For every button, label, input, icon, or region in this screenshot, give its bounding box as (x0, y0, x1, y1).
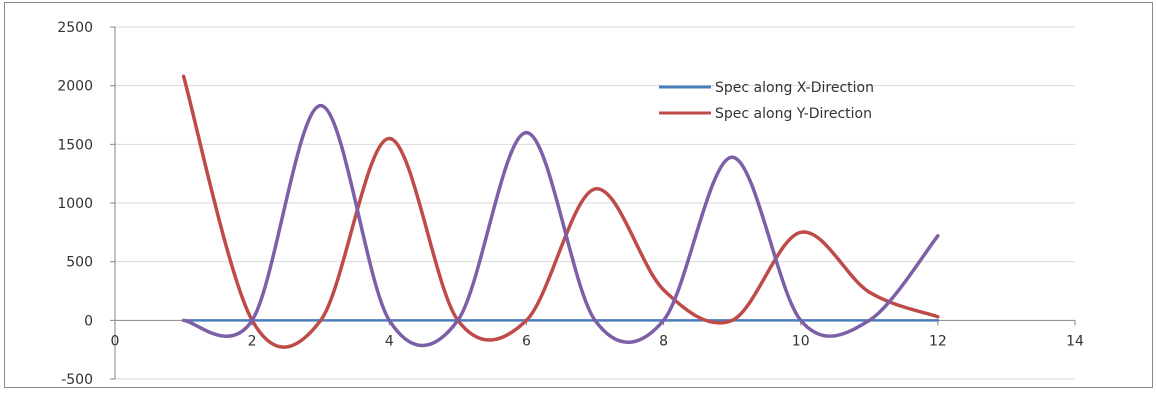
series-line-3 (181, 103, 940, 348)
x-tick-label: 12 (929, 333, 947, 349)
gridlines (115, 26, 1075, 380)
legend: Spec along X-Direction Spec along Y-Direc… (659, 80, 874, 122)
line-chart: -500 0 500 1000 1500 2000 2500 0 2 4 6 8 10 12 14 Spec… (57, 20, 1084, 388)
y-tick-label: 0 (84, 313, 93, 329)
x-tick-label: 8 (659, 333, 668, 349)
x-tick-label: 4 (385, 333, 394, 349)
tick-labels: -500 0 500 1000 1500 2000 2500 0 2 4 6 8 10 12 14 (57, 20, 1084, 388)
y-tick-label: 2000 (57, 79, 93, 95)
legend-label: Spec along X-Direction (715, 80, 874, 96)
x-tick-label: 10 (792, 333, 810, 349)
y-tick-label: 1000 (57, 196, 93, 212)
y-tick-label: 2500 (57, 20, 93, 36)
legend-label: Spec along Y-Direction (715, 106, 872, 122)
chart-frame: -500 0 500 1000 1500 2000 2500 0 2 4 6 8 10 12 14 Spec… (4, 2, 1153, 388)
x-tick-label: 14 (1066, 333, 1084, 349)
x-tick-label: 2 (248, 333, 257, 349)
x-tick-label: 6 (522, 333, 531, 349)
y-tick-label: 500 (66, 255, 93, 271)
series-lines (181, 74, 940, 349)
x-tick-label: 0 (111, 333, 120, 349)
y-tick-label: 1500 (57, 137, 93, 153)
y-tick-label: -500 (61, 372, 93, 388)
series-line-2 (181, 74, 940, 349)
